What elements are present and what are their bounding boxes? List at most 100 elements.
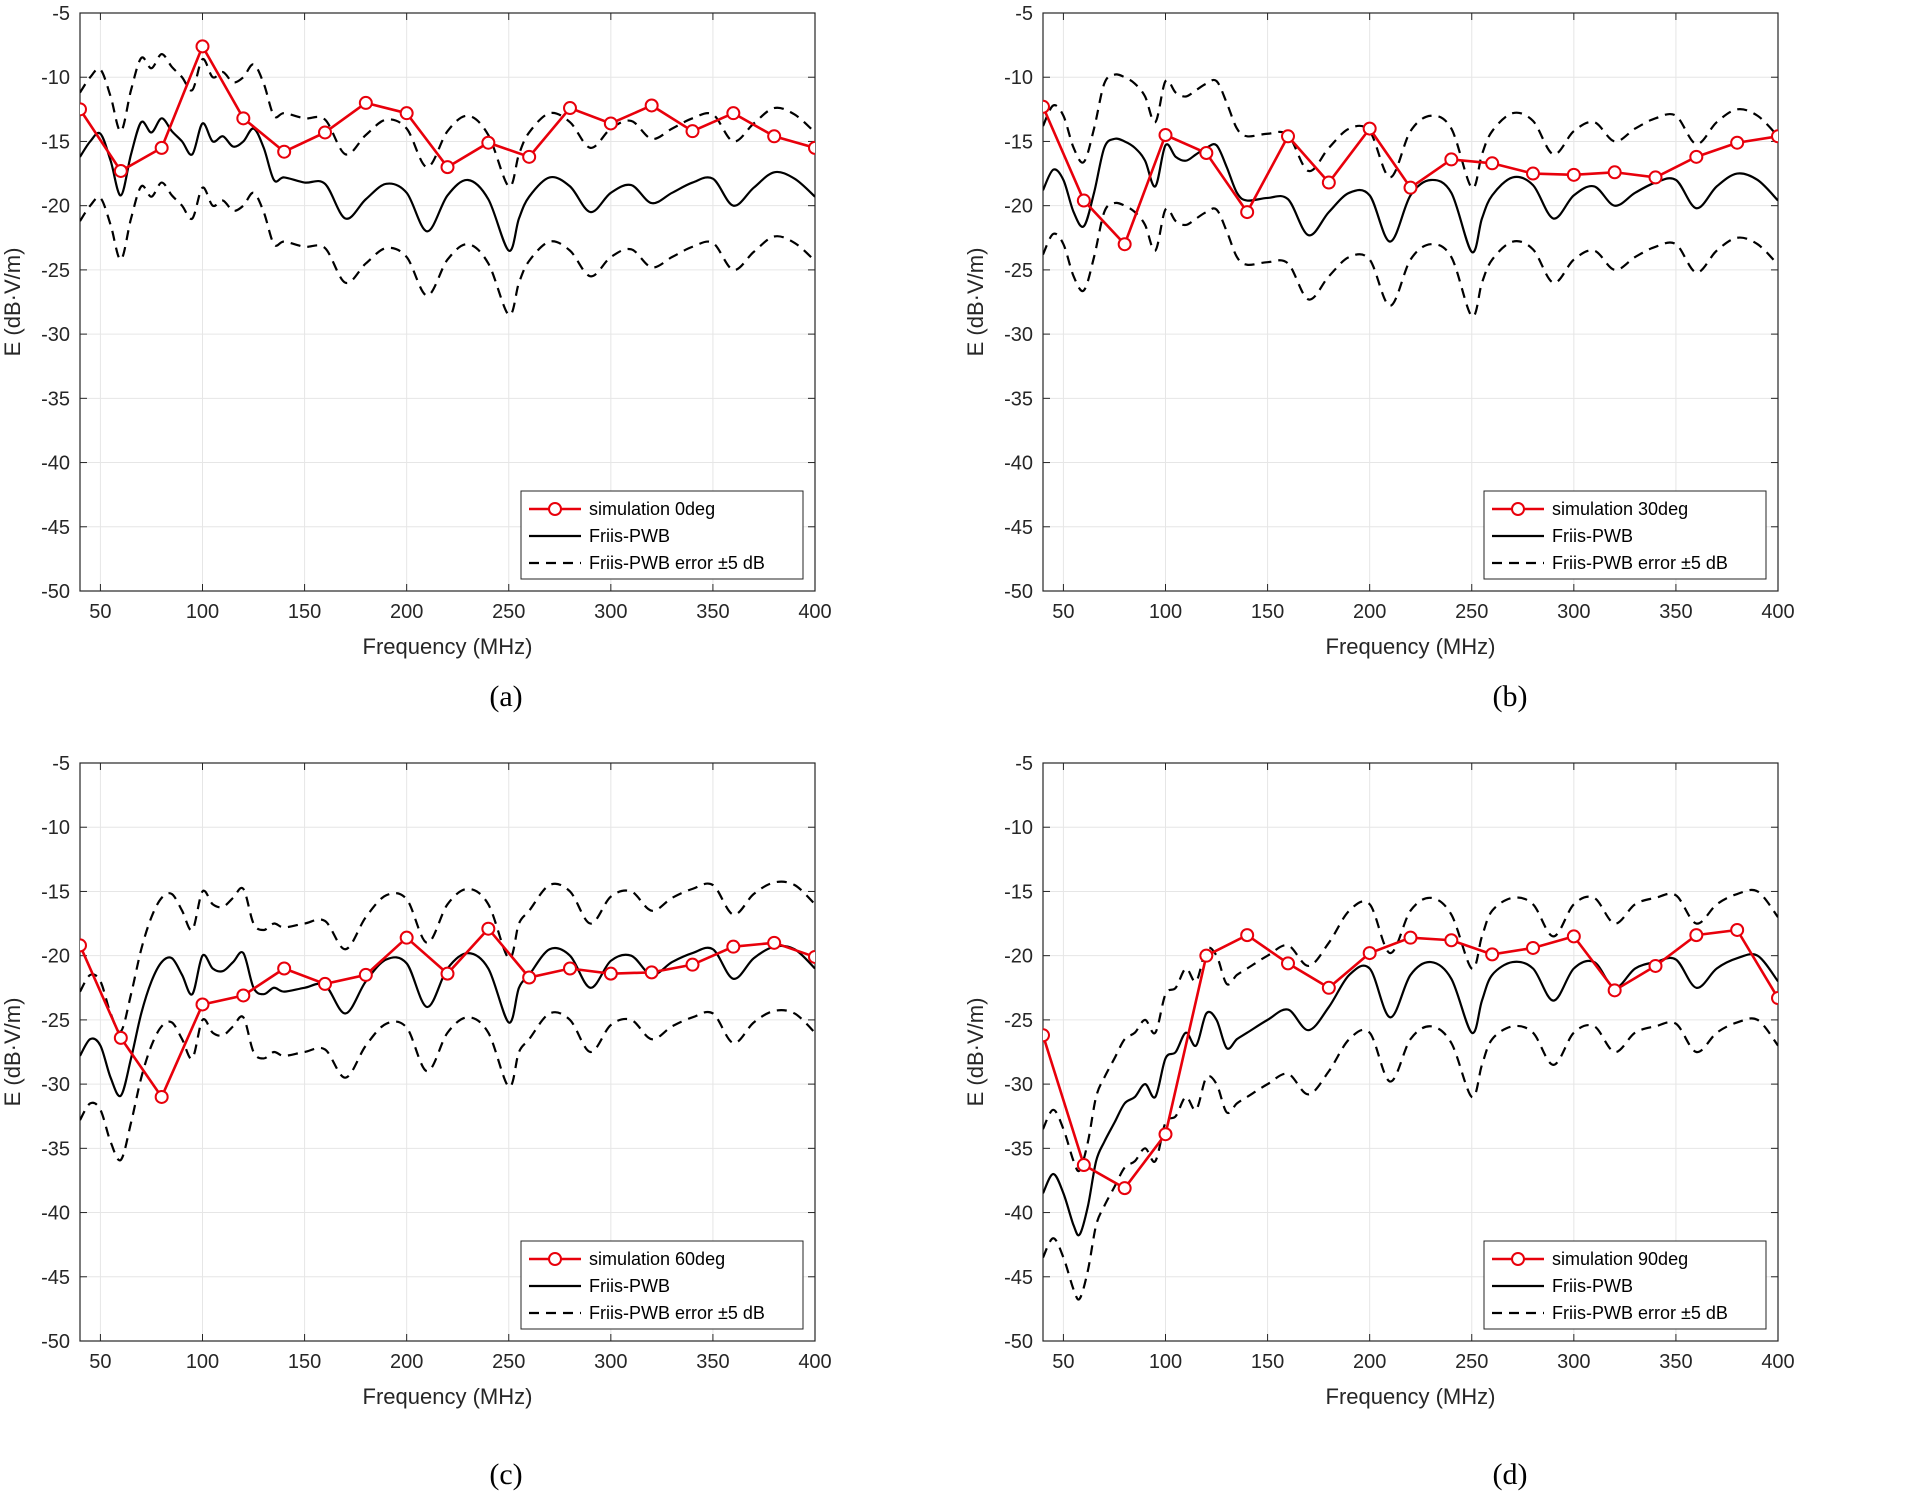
series-line-friis-error xyxy=(80,1008,815,1162)
simulation-point xyxy=(318,976,332,991)
simulation-point xyxy=(1403,930,1418,945)
x-tick-label: 50 xyxy=(89,601,111,623)
simulation-point xyxy=(195,997,210,1012)
y-tick-label: -5 xyxy=(52,753,70,775)
y-tick-label: -10 xyxy=(41,67,70,89)
x-tick-label: 300 xyxy=(1557,601,1590,623)
simulation-point xyxy=(399,106,414,121)
series-line-friis-error xyxy=(1043,73,1778,189)
axes-box xyxy=(1042,762,1779,1342)
y-tick-label: -25 xyxy=(41,260,70,282)
simulation-point xyxy=(1689,149,1704,164)
simulation-point xyxy=(1158,128,1173,143)
y-axis-label: E (dB·V/m) xyxy=(0,248,25,357)
x-axis-label: Frequency (MHz) xyxy=(363,1384,533,1409)
chart-panel-d: 50 100 150 200 250 300 350 400 -5 -10 -15 -20 -25 -30… xyxy=(963,750,1926,1499)
chart-panel-c: 50 100 150 200 250 300 350 400 -5 -10 -15 -20 -25 -30… xyxy=(0,750,963,1499)
simulation-point xyxy=(1648,958,1663,973)
simulation-point xyxy=(1607,165,1622,180)
y-tick-label: -45 xyxy=(41,517,70,539)
y-tick-label: -45 xyxy=(1004,1267,1033,1289)
simulation-point xyxy=(1240,928,1255,943)
y-axis-label: E (dB·V/m) xyxy=(963,998,988,1107)
simulation-point xyxy=(1043,99,1050,114)
simulation-point xyxy=(1199,948,1214,963)
y-tick-label: -20 xyxy=(1004,196,1033,218)
simulation-point xyxy=(1240,205,1255,220)
series-group xyxy=(1043,888,1778,1301)
y-tick-label: -35 xyxy=(1004,1138,1033,1160)
y-tick-label: -40 xyxy=(41,1203,70,1225)
series-group xyxy=(80,39,815,316)
y-axis-label: E (dB·V/m) xyxy=(963,248,988,357)
x-tick-label: 250 xyxy=(1455,1351,1488,1373)
y-tick-label: -50 xyxy=(41,1331,70,1353)
simulation-point xyxy=(1566,167,1581,182)
x-tick-label: 400 xyxy=(1761,601,1794,623)
simulation-point xyxy=(1526,166,1540,181)
simulation-point xyxy=(1566,929,1581,944)
chart-c: 50 100 150 200 250 300 350 400 -5 -10 -15 -20 -25 -30… xyxy=(0,753,832,1409)
y-tick-label: -50 xyxy=(41,581,70,603)
simulation-point xyxy=(522,970,537,985)
y-tick-label: -25 xyxy=(1004,1010,1033,1032)
simulation-point xyxy=(1771,991,1778,1006)
x-tick-label: 100 xyxy=(1149,601,1182,623)
y-tick-label: -15 xyxy=(1004,881,1033,903)
simulation-point xyxy=(644,965,659,980)
x-tick-label: 150 xyxy=(1251,601,1284,623)
simulation-point xyxy=(1362,121,1377,136)
simulation-point xyxy=(563,101,577,116)
y-tick-label: -15 xyxy=(41,881,70,903)
x-tick-label: 200 xyxy=(1353,1351,1386,1373)
axes-box xyxy=(79,762,816,1342)
simulation-point xyxy=(236,988,251,1003)
simulation-point xyxy=(1771,129,1778,144)
series-line-friis-error xyxy=(80,53,815,188)
simulation-point xyxy=(808,949,815,964)
x-tick-label: 50 xyxy=(1052,1351,1074,1373)
chart-a: 50 100 150 200 250 300 350 400 -5 -10 -15 -20 -25 -30… xyxy=(0,3,832,659)
legend-label: Friis-PWB xyxy=(589,1276,670,1296)
legend-marker-simulation xyxy=(548,1252,562,1266)
x-tick-label: 200 xyxy=(390,1351,423,1373)
series-line-friis-error xyxy=(1043,201,1778,318)
y-tick-label: -15 xyxy=(41,131,70,153)
simulation-point xyxy=(358,95,373,110)
x-tick-label: 400 xyxy=(798,601,831,623)
axes-box xyxy=(79,12,816,592)
y-tick-label: -40 xyxy=(1004,1203,1033,1225)
simulation-point xyxy=(522,149,537,164)
legend-marker-simulation xyxy=(1511,1252,1525,1266)
simulation-point xyxy=(481,921,496,936)
simulation-point xyxy=(1485,947,1500,962)
x-axis-label: Frequency (MHz) xyxy=(363,634,533,659)
simulation-point xyxy=(80,102,87,117)
y-tick-label: -10 xyxy=(1004,817,1033,839)
simulation-point xyxy=(644,98,659,113)
x-tick-label: 150 xyxy=(288,1351,321,1373)
simulation-point xyxy=(1281,956,1295,971)
legend-label: Friis-PWB xyxy=(1552,526,1633,546)
simulation-point xyxy=(1076,193,1091,208)
y-tick-label: -10 xyxy=(1004,67,1033,89)
y-tick-label: -30 xyxy=(41,1074,70,1096)
simulation-point xyxy=(603,116,618,131)
legend-marker-simulation xyxy=(548,502,562,516)
y-tick-label: -40 xyxy=(41,453,70,475)
x-axis-label: Frequency (MHz) xyxy=(1326,1384,1496,1409)
x-tick-label: 100 xyxy=(186,601,219,623)
simulation-point xyxy=(1403,180,1418,195)
x-axis-label: Frequency (MHz) xyxy=(1326,634,1496,659)
simulation-point xyxy=(563,961,577,976)
series-line-friis-error xyxy=(80,181,815,316)
simulation-point xyxy=(277,144,292,159)
y-tick-label: -45 xyxy=(1004,517,1033,539)
x-tick-label: 200 xyxy=(390,601,423,623)
simulation-point xyxy=(1117,1181,1132,1196)
legend-label: Friis-PWB error ±5 dB xyxy=(1552,553,1728,573)
x-tick-label: 50 xyxy=(89,1351,111,1373)
simulation-point xyxy=(603,966,618,981)
y-tick-label: -30 xyxy=(1004,1074,1033,1096)
x-tick-label: 250 xyxy=(492,1351,525,1373)
